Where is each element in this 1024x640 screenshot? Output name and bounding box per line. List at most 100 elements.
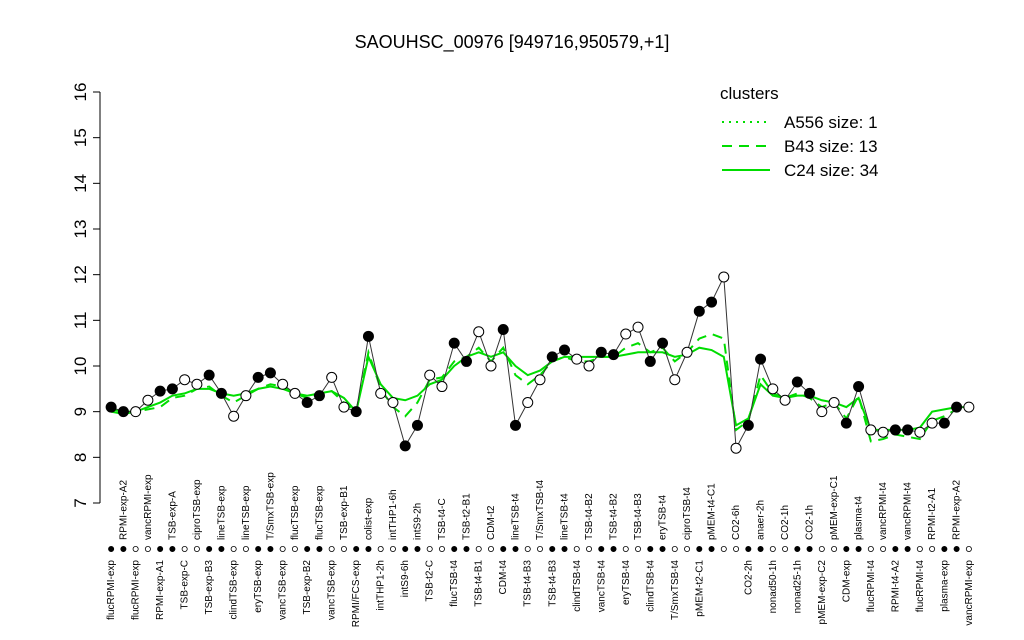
x-tick-label: vancTSB-exp — [327, 560, 338, 620]
data-point — [840, 417, 852, 429]
data-point — [608, 349, 620, 361]
data-point — [179, 374, 191, 386]
rug-dot — [573, 546, 580, 553]
rug-dot — [120, 546, 127, 553]
y-tick-label: 16 — [71, 83, 90, 102]
rug-dot — [965, 546, 972, 553]
data-point — [338, 401, 350, 413]
x-tick-label: TSB-t4-B3 — [547, 560, 558, 607]
rug-dot — [757, 546, 764, 553]
data-point — [755, 353, 767, 365]
rug-dot — [549, 546, 556, 553]
rug-dot — [304, 546, 311, 553]
x-tick-label: TSB-exp-C — [180, 560, 191, 609]
x-tick-label: ciproTSB-exp — [192, 479, 203, 540]
data-point — [215, 387, 227, 399]
x-tick-label: CO2-1h — [805, 505, 816, 540]
data-point — [742, 419, 754, 431]
data-point — [411, 419, 423, 431]
x-tick-label: vancTSB-exp — [278, 560, 289, 620]
rug-dot — [733, 546, 740, 553]
rug-dot — [132, 546, 139, 553]
x-tick-label: lineTSB-t4 — [560, 493, 571, 540]
x-tick-label: intTHP1-6h — [388, 489, 399, 540]
rug-dot — [916, 546, 923, 553]
data-point — [632, 321, 644, 333]
rug-dot — [475, 546, 482, 553]
rug-dot — [855, 546, 862, 553]
data-point — [571, 353, 583, 365]
x-tick-label: lineTSB-exp — [241, 485, 252, 540]
y-tick-label: 13 — [71, 220, 90, 239]
legend-label: B43 size: 13 — [784, 137, 878, 156]
rug-dot — [671, 546, 678, 553]
data-point — [277, 378, 289, 390]
x-tick-label: pMEM-t4-C1 — [707, 483, 718, 540]
rug-dot — [892, 546, 899, 553]
x-tick-label: flucTSB-t4 — [449, 560, 460, 607]
x-tick-label: flucTSB-exp — [290, 485, 301, 540]
rug-dot — [487, 546, 494, 553]
data-point — [460, 355, 472, 367]
x-tick-label: T/SmxTSB-exp — [265, 472, 276, 540]
data-point — [289, 387, 301, 399]
rug-dot — [316, 546, 323, 553]
data-point — [387, 397, 399, 409]
rug-dot — [206, 546, 213, 553]
x-tick-label: intTHP1-2h — [376, 560, 387, 611]
x-tick-label: vancRPMI-exp — [964, 560, 975, 626]
rug-dot — [904, 546, 911, 553]
data-point — [767, 383, 779, 395]
data-line — [110, 275, 969, 450]
rug-dot — [377, 546, 384, 553]
y-tick-label: 7 — [71, 498, 90, 507]
data-point — [706, 296, 718, 308]
data-point — [130, 406, 142, 418]
rug-dot — [659, 546, 666, 553]
data-point — [595, 346, 607, 358]
data-point — [718, 271, 730, 283]
x-tick-label: RPMI/FCS-exp — [351, 560, 362, 628]
x-tick-label: flucTSB-exp — [314, 485, 325, 540]
y-tick-label: 15 — [71, 128, 90, 147]
data-point — [522, 397, 534, 409]
rug-dot — [880, 546, 887, 553]
rug-dot — [230, 546, 237, 553]
y-tick-label: 11 — [71, 312, 90, 330]
rug-dot — [647, 546, 654, 553]
data-point — [117, 406, 129, 418]
rug-dot — [537, 546, 544, 553]
x-tick-label: intS9-2h — [412, 503, 423, 540]
x-tick-label: TSB-t2-C — [425, 560, 436, 602]
rug-dot — [831, 546, 838, 553]
x-tick-label: lineTSB-exp — [216, 485, 227, 540]
x-tick-label: TSB-t4-B3 — [523, 560, 534, 607]
x-tick-label: RPMI-t4-A2 — [890, 560, 901, 613]
rug-dot — [426, 546, 433, 553]
data-point — [166, 383, 178, 395]
x-tick-label: TSB-t2-B1 — [461, 493, 472, 540]
x-tick-label: colist-exp — [363, 497, 374, 540]
rug-dot — [169, 546, 176, 553]
x-tick-label: vancTSB-t4 — [596, 560, 607, 613]
data-point — [865, 424, 877, 436]
data-point — [485, 360, 497, 372]
rug-dot — [340, 546, 347, 553]
data-point — [779, 394, 791, 406]
rug-dot — [610, 546, 617, 553]
rug-dot — [843, 546, 850, 553]
x-tick-label: lineTSB-t4 — [510, 493, 521, 540]
rug-dot — [500, 546, 507, 553]
data-point — [730, 442, 742, 454]
x-tick-label: eryTSB-t4 — [658, 495, 669, 540]
rug-dot — [438, 546, 445, 553]
x-tick-label: pMEM-t2-C1 — [694, 560, 705, 617]
rug-dot — [108, 546, 115, 553]
data-point — [191, 378, 203, 390]
x-tick-label: TSB-exp-B3 — [204, 560, 215, 615]
rug-dot — [402, 546, 409, 553]
legend-title: clusters — [720, 84, 779, 103]
x-tick-label: vancRPMI-t4 — [903, 482, 914, 540]
data-point — [375, 387, 387, 399]
data-point — [620, 328, 632, 340]
